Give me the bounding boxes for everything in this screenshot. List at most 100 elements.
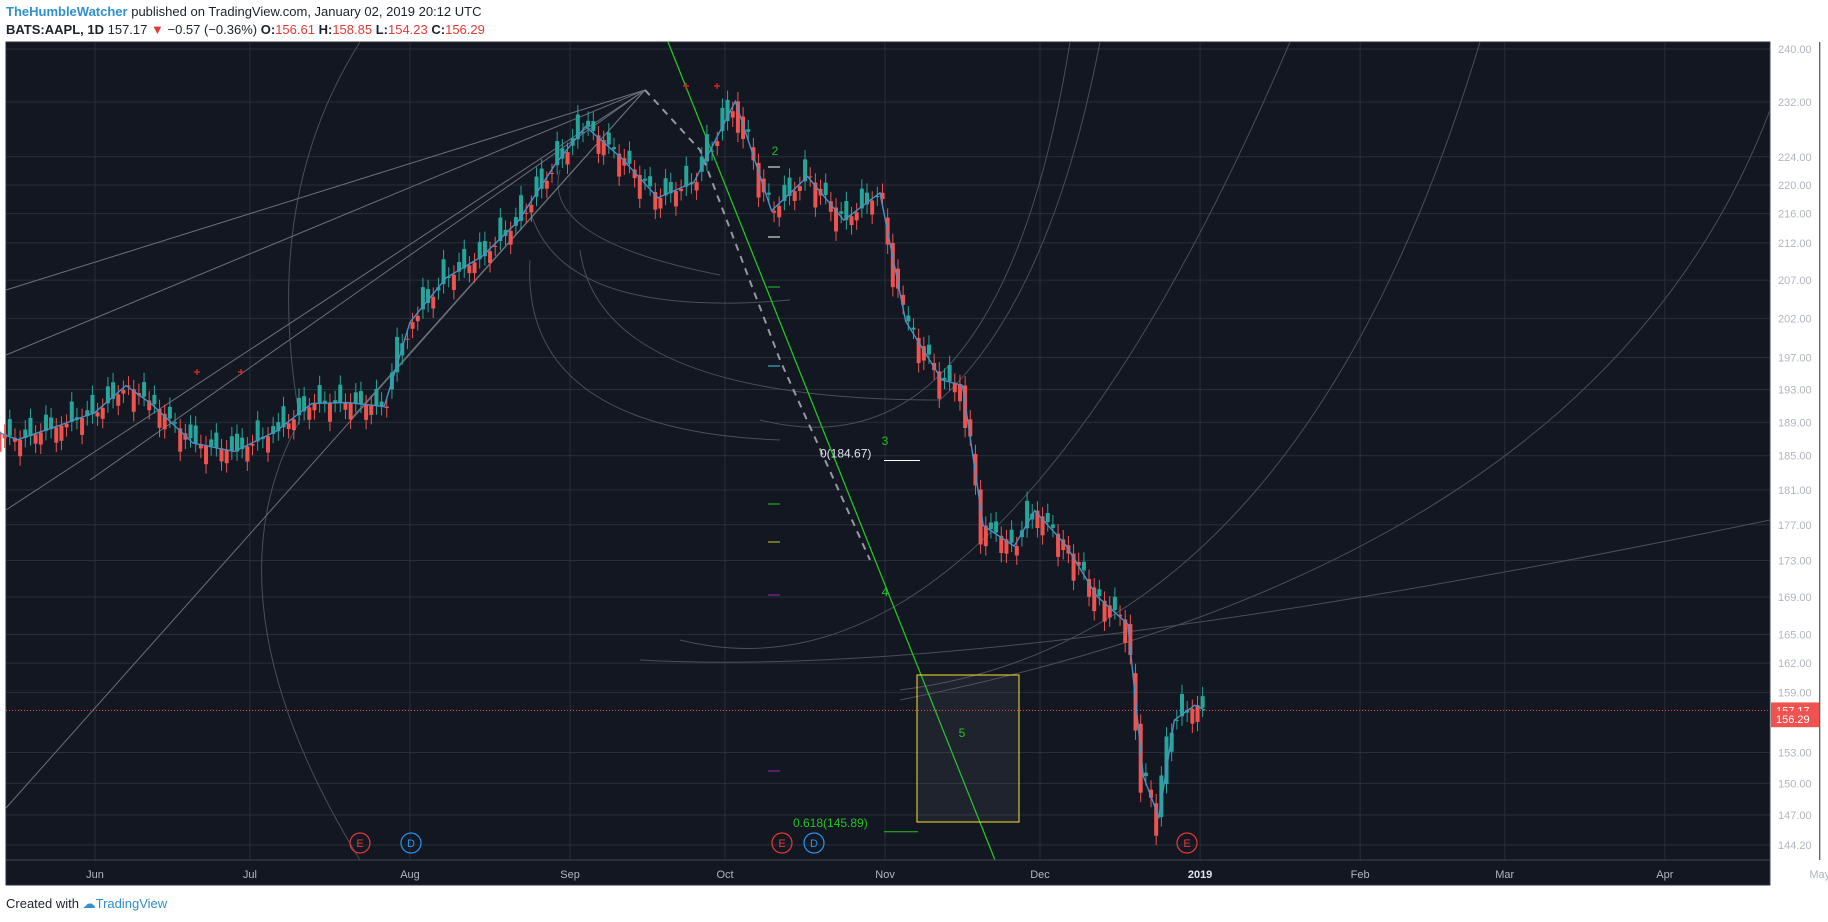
candle-body xyxy=(1164,736,1169,785)
candle-body xyxy=(1118,614,1123,617)
candle-body xyxy=(28,418,33,437)
candle-body xyxy=(2,433,7,439)
x-tick-label: Dec xyxy=(1030,869,1050,881)
candle-body xyxy=(1030,513,1035,520)
candle-body xyxy=(601,139,606,156)
candle-body xyxy=(214,432,219,448)
candle-body xyxy=(1195,705,1200,722)
candle-body xyxy=(167,406,172,419)
candle-body xyxy=(302,396,307,412)
candle-body xyxy=(1143,772,1148,777)
candle-body xyxy=(281,406,286,428)
close-value: 156.29 xyxy=(445,22,485,37)
candle-body xyxy=(265,436,270,453)
candle-body xyxy=(64,423,69,428)
event-marker-circle xyxy=(349,832,371,854)
candle-body xyxy=(983,525,988,547)
candle-body xyxy=(338,384,343,403)
axes: 240.00 232.00 224.00 220.00 216.00 212.00 207.… xyxy=(6,42,1828,885)
event-marker-circle xyxy=(771,832,793,854)
tradingview-link[interactable]: TradingView xyxy=(95,896,168,911)
fan-line xyxy=(5,89,646,291)
candle-body xyxy=(720,107,725,132)
candle-body xyxy=(637,175,642,199)
drawings xyxy=(5,41,1771,861)
candle-body xyxy=(694,182,699,191)
candle-body xyxy=(49,417,54,430)
candle-body xyxy=(147,400,152,411)
low-label: L: xyxy=(375,22,388,37)
candle-body xyxy=(756,162,761,198)
candle-body xyxy=(529,204,534,213)
x-tick-label: Oct xyxy=(716,869,733,881)
candle-body xyxy=(472,262,477,274)
candle-body xyxy=(54,427,59,443)
candle-body xyxy=(880,192,885,200)
candle-body xyxy=(111,382,116,399)
candle-body xyxy=(38,432,43,445)
candle-body xyxy=(80,418,85,435)
gann-arc xyxy=(899,41,1481,691)
candle-body xyxy=(534,176,539,197)
last-price: 157.17 xyxy=(107,22,148,37)
candle-body xyxy=(1092,587,1097,612)
event-marker-circle xyxy=(1176,832,1198,854)
candle-body xyxy=(1056,533,1061,557)
candle-body xyxy=(725,99,730,122)
chart-background xyxy=(5,41,1771,886)
candle-body xyxy=(1097,589,1102,597)
candle-body xyxy=(575,114,580,140)
fan-line xyxy=(5,89,646,356)
wave-label: 3 xyxy=(882,434,889,448)
y-tick-label: 159.00 xyxy=(1778,687,1812,699)
candle-body xyxy=(152,394,157,405)
candle-body xyxy=(834,207,839,232)
candle-body xyxy=(772,210,777,213)
candle-body xyxy=(296,397,301,416)
candle-body xyxy=(544,180,549,189)
candle-body xyxy=(875,196,880,198)
candle-body xyxy=(198,444,203,449)
y-tick-label: 147.00 xyxy=(1778,810,1812,822)
author-link[interactable]: TheHumbleWatcher xyxy=(6,4,128,19)
gann-arc xyxy=(529,209,791,304)
candle-body xyxy=(684,165,689,187)
x-tick-label: Jul xyxy=(243,869,257,881)
y-tick-label: 169.00 xyxy=(1778,592,1812,604)
gann-arc xyxy=(639,519,1771,663)
candle-body xyxy=(369,404,374,415)
candle-body xyxy=(839,211,844,214)
candle-body xyxy=(322,400,327,404)
publish-line: TheHumbleWatcher published on TradingVie… xyxy=(6,4,481,19)
candle-body xyxy=(498,217,503,241)
y-tick-label: 165.00 xyxy=(1778,629,1812,641)
candle-body xyxy=(539,168,544,189)
candle-body xyxy=(1107,605,1112,618)
x-tick-label: Sep xyxy=(560,869,580,881)
candle-body xyxy=(245,446,250,462)
x-tick-label: Mar xyxy=(1495,869,1514,881)
x-tick-label: Feb xyxy=(1351,869,1370,881)
candle-body xyxy=(1040,516,1045,536)
candle-body xyxy=(142,382,147,397)
candle-body xyxy=(663,178,668,196)
candle-body xyxy=(808,176,813,178)
y-tick-label: 197.00 xyxy=(1778,352,1812,364)
candle-body xyxy=(988,522,993,530)
candle-body xyxy=(653,192,658,210)
gann-arc xyxy=(529,259,781,441)
candle-body xyxy=(291,419,296,431)
candle-body xyxy=(85,410,90,417)
candle-body xyxy=(1025,500,1030,529)
candle-body xyxy=(1200,696,1205,708)
candle-body xyxy=(395,336,400,373)
candle-body xyxy=(379,401,384,407)
published-text: published on TradingView.com, January 02… xyxy=(131,4,482,19)
candle-body xyxy=(255,420,260,442)
candle-body xyxy=(312,403,317,411)
fan-line xyxy=(5,89,646,511)
candle-body xyxy=(1081,561,1086,571)
candle-body xyxy=(100,407,105,419)
candle-body xyxy=(844,201,849,221)
